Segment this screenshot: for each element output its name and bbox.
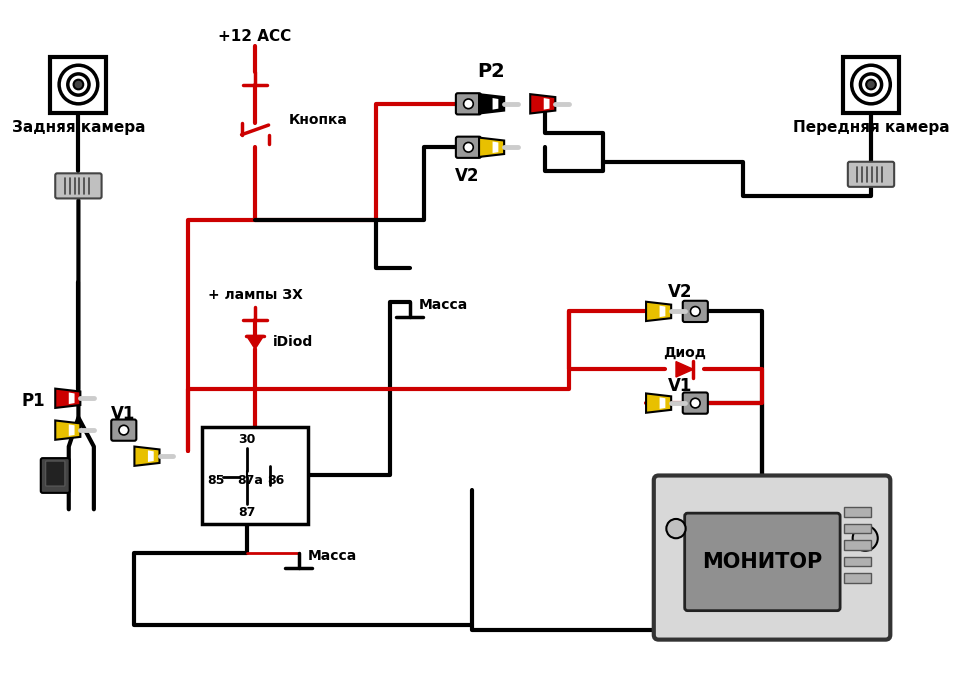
Circle shape — [68, 74, 89, 95]
Text: Масса: Масса — [420, 298, 468, 312]
FancyBboxPatch shape — [683, 393, 708, 414]
Polygon shape — [676, 362, 693, 377]
FancyBboxPatch shape — [684, 513, 840, 610]
Polygon shape — [56, 421, 81, 440]
FancyBboxPatch shape — [456, 93, 481, 114]
Polygon shape — [247, 335, 264, 349]
Circle shape — [464, 99, 473, 108]
Circle shape — [119, 426, 129, 435]
Text: Диод: Диод — [663, 346, 707, 360]
Text: Масса: Масса — [308, 549, 357, 563]
FancyBboxPatch shape — [654, 475, 890, 640]
Text: 87a: 87a — [237, 474, 263, 486]
Text: P1: P1 — [21, 392, 45, 410]
Bar — [844, 556, 871, 566]
Circle shape — [866, 80, 876, 90]
Text: 87: 87 — [239, 505, 256, 519]
Text: 85: 85 — [206, 474, 225, 486]
Polygon shape — [492, 141, 498, 153]
Text: V2: V2 — [667, 283, 692, 301]
FancyBboxPatch shape — [40, 458, 70, 493]
Text: P2: P2 — [478, 62, 506, 81]
FancyBboxPatch shape — [45, 461, 65, 486]
Polygon shape — [134, 447, 159, 466]
Circle shape — [60, 65, 98, 104]
Circle shape — [464, 142, 473, 152]
FancyBboxPatch shape — [56, 174, 102, 198]
Bar — [844, 573, 871, 582]
Circle shape — [852, 526, 877, 551]
Text: МОНИТОР: МОНИТОР — [702, 552, 822, 573]
Text: + лампы ЗХ: + лампы ЗХ — [207, 288, 302, 302]
Polygon shape — [479, 94, 504, 113]
Text: 30: 30 — [239, 433, 256, 447]
Polygon shape — [479, 138, 504, 157]
Text: +12 ACC: +12 ACC — [219, 29, 292, 44]
Circle shape — [666, 519, 685, 538]
Polygon shape — [646, 302, 671, 321]
Polygon shape — [646, 393, 671, 413]
Text: Кнопка: Кнопка — [289, 113, 348, 127]
Bar — [844, 540, 871, 550]
Polygon shape — [148, 450, 154, 462]
Circle shape — [852, 65, 890, 104]
Polygon shape — [69, 424, 75, 436]
Bar — [843, 57, 899, 113]
Bar — [844, 508, 871, 517]
Polygon shape — [69, 393, 75, 404]
Polygon shape — [543, 98, 549, 110]
Circle shape — [74, 80, 84, 90]
Polygon shape — [492, 98, 498, 110]
Polygon shape — [660, 398, 665, 409]
FancyBboxPatch shape — [456, 136, 481, 158]
Text: V1: V1 — [110, 405, 135, 423]
Circle shape — [860, 74, 881, 95]
Polygon shape — [530, 94, 555, 113]
Polygon shape — [56, 389, 81, 408]
FancyBboxPatch shape — [683, 301, 708, 322]
Text: 86: 86 — [268, 474, 285, 486]
Text: iDiod: iDiod — [273, 335, 313, 349]
Bar — [844, 524, 871, 533]
Bar — [202, 427, 308, 524]
Bar — [51, 57, 107, 113]
Text: Передняя камера: Передняя камера — [793, 120, 949, 136]
Text: V2: V2 — [455, 167, 480, 186]
FancyBboxPatch shape — [111, 419, 136, 441]
Polygon shape — [660, 306, 665, 317]
Text: V1: V1 — [667, 377, 692, 395]
FancyBboxPatch shape — [848, 162, 894, 187]
Circle shape — [690, 307, 700, 316]
Circle shape — [690, 398, 700, 408]
Text: Задняя камера: Задняя камера — [12, 120, 145, 136]
